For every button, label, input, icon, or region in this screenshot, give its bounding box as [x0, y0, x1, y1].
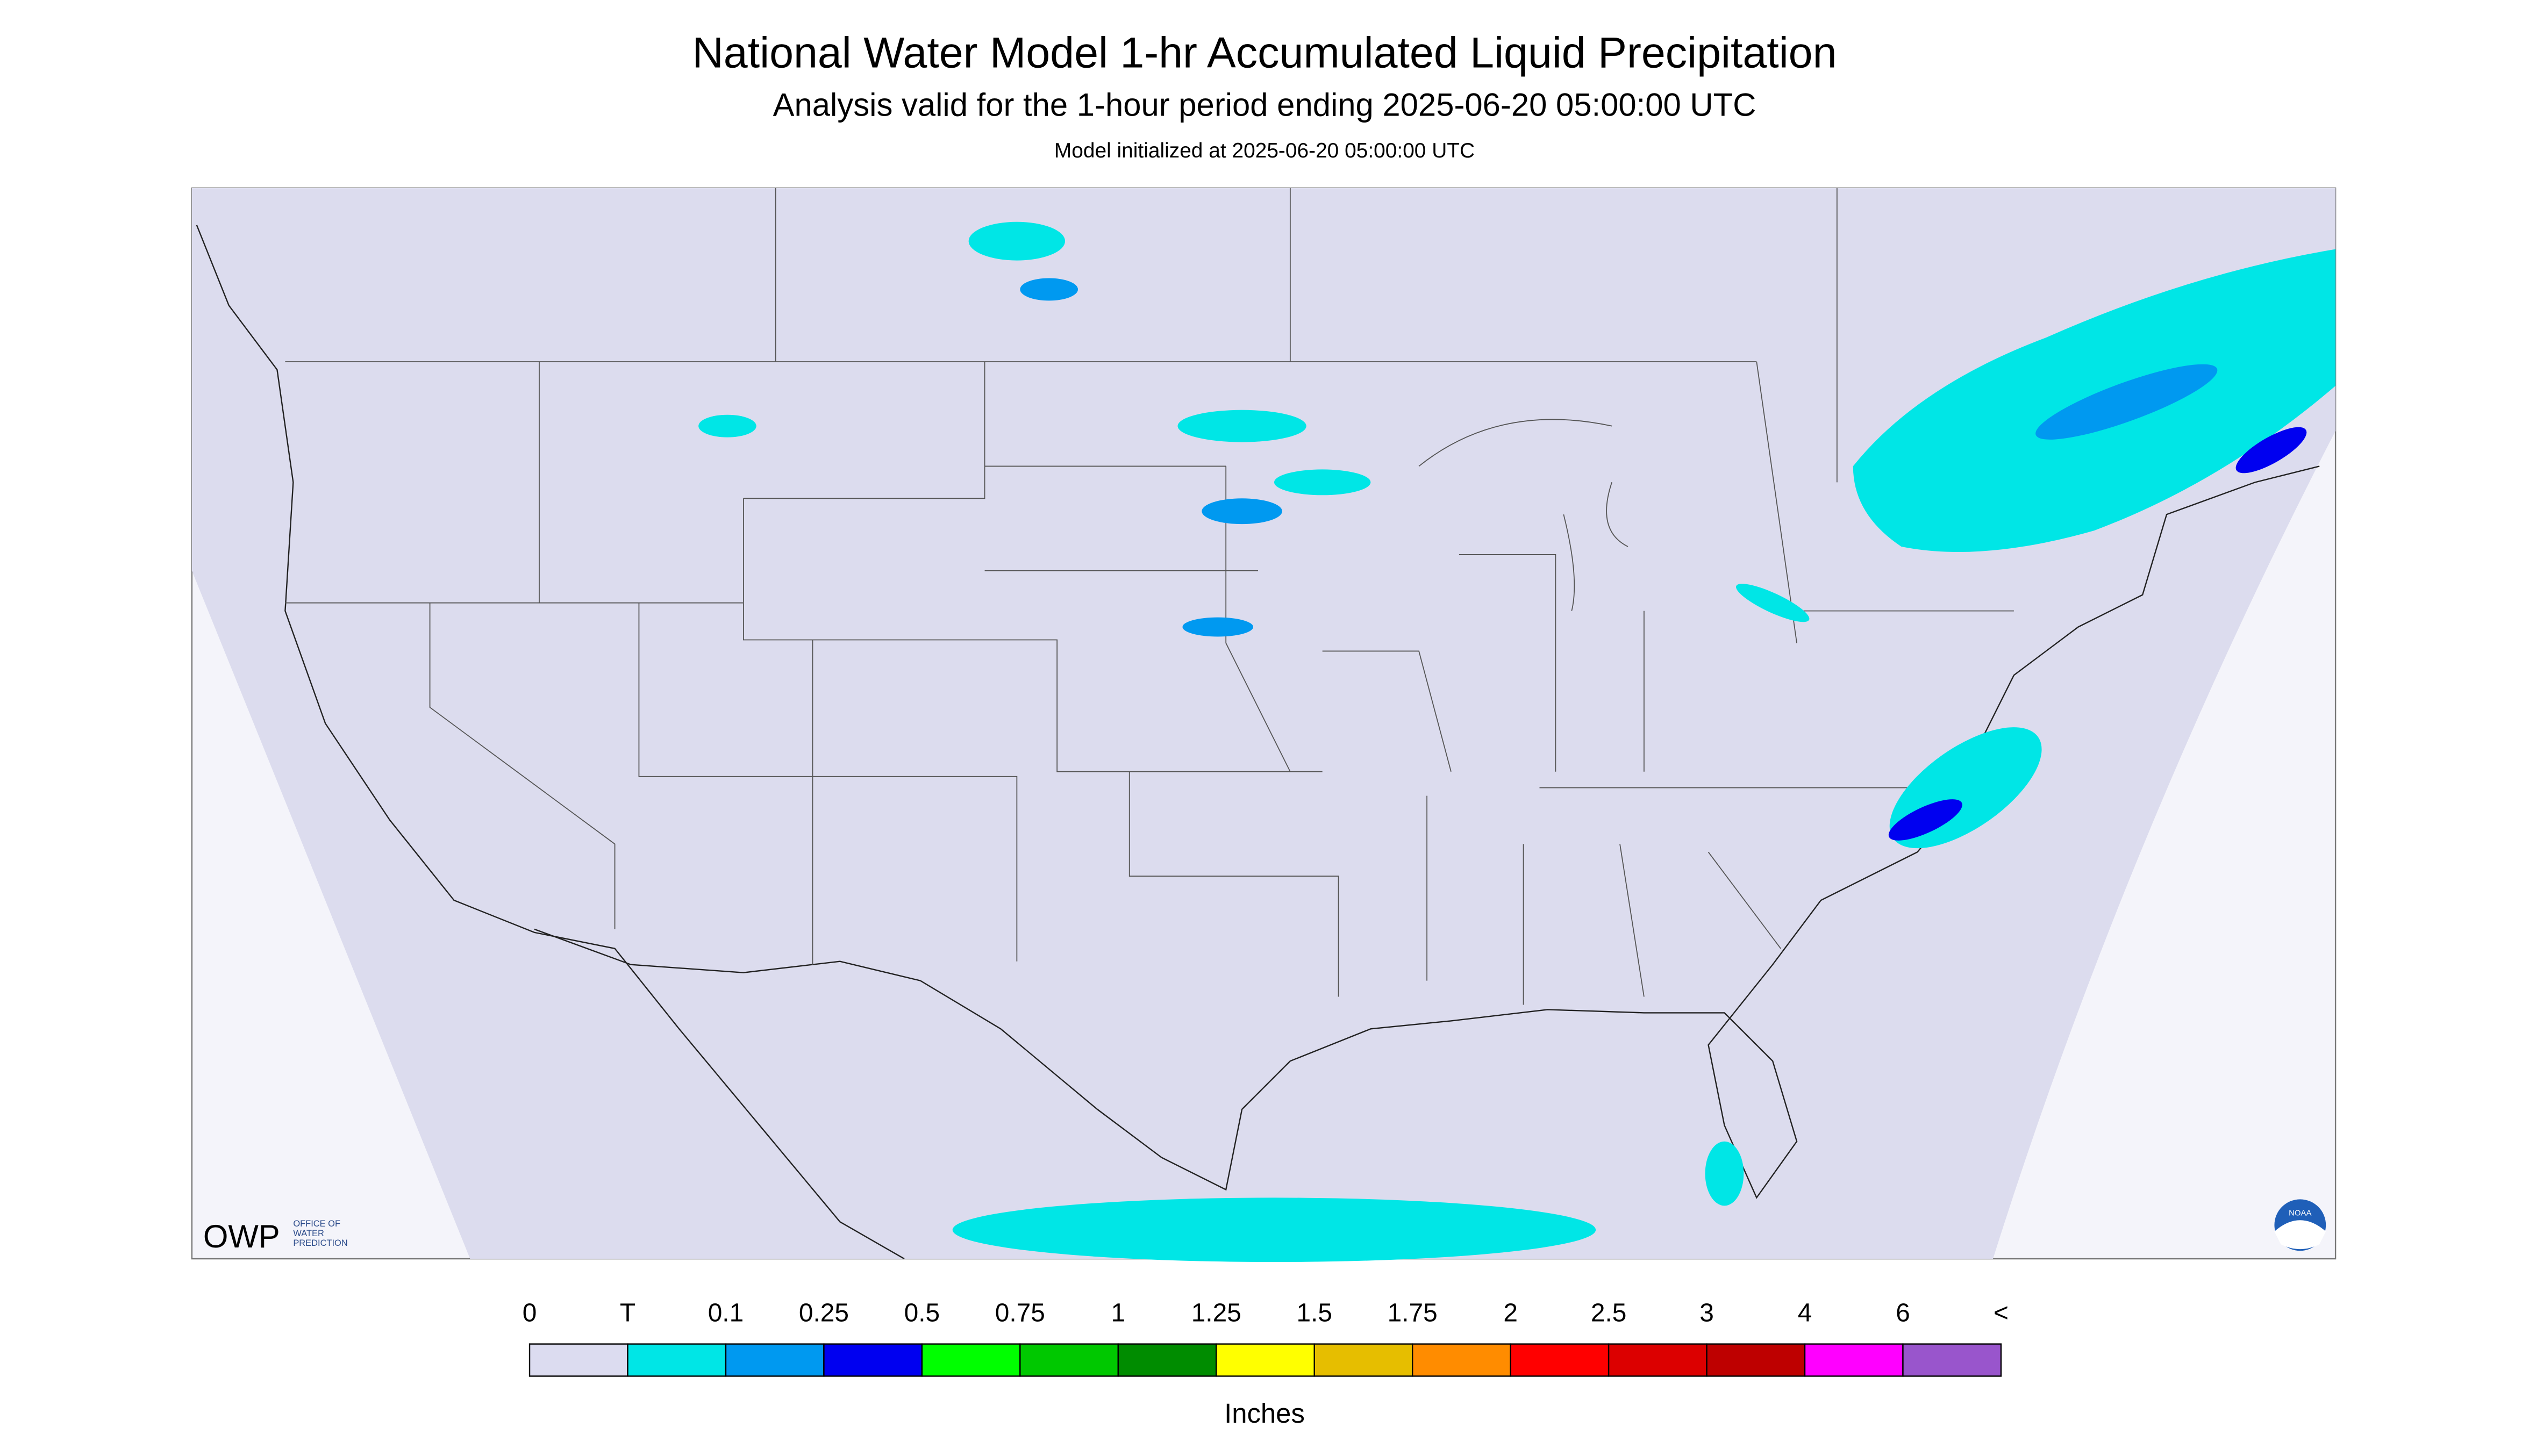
- legend-label: 0: [523, 1299, 537, 1328]
- office-line: PREDICTION: [293, 1238, 347, 1248]
- noaa-logo: NOAA: [2274, 1199, 2326, 1251]
- legend-label: 4: [1798, 1299, 1812, 1328]
- legend-unit: Inches: [1224, 1398, 1305, 1429]
- precip-sd: [1202, 498, 1282, 525]
- legend-swatch: [1216, 1343, 1315, 1377]
- precip-northeast-core: [2035, 364, 2218, 440]
- init-time: Model initialized at 2025-06-20 05:00:00…: [1054, 139, 1475, 162]
- legend-label: T: [620, 1299, 635, 1328]
- office-line: WATER: [293, 1229, 324, 1238]
- legend-swatch: [1902, 1343, 2002, 1377]
- boundaries: [196, 188, 2320, 1260]
- legend-label: 3: [1699, 1299, 1714, 1328]
- legend-swatch: [1510, 1343, 1610, 1377]
- precip-gulf-south: [952, 1197, 1596, 1263]
- noaa-text: NOAA: [2289, 1208, 2311, 1217]
- legend-label: 1: [1111, 1299, 1126, 1328]
- state-lines: [285, 188, 2014, 1005]
- precip-minnesota: [1274, 469, 1371, 496]
- precipitation: [698, 221, 2336, 1263]
- legend-swatch: [528, 1343, 628, 1377]
- precip-northeast-heavy: [2235, 427, 2307, 474]
- legend-label: 2: [1503, 1299, 1518, 1328]
- noaa-wave: [2274, 1220, 2326, 1250]
- precip-florida: [1705, 1141, 1744, 1206]
- legend-swatch: [1706, 1343, 1806, 1377]
- precip-midatlantic-core: [1888, 799, 1962, 841]
- legend-swatch: [1804, 1343, 1904, 1377]
- legend-swatch: [627, 1343, 727, 1377]
- legend-swatch: [921, 1343, 1021, 1377]
- legend-swatch: [1411, 1343, 1511, 1377]
- precip-dakotas: [1177, 410, 1306, 442]
- legend-label: 2.5: [1591, 1299, 1627, 1328]
- east-gulf-coast: [534, 465, 2320, 1199]
- title: National Water Model 1-hr Accumulated Li…: [692, 29, 1837, 77]
- owp-logo: OWP: [203, 1218, 280, 1254]
- legend-label: 6: [1896, 1299, 1910, 1328]
- great-lakes: [1418, 419, 1628, 611]
- color-legend: 0 T 0.1 0.25 0.5 0.75 1 1.25 1.5 1.75 2 2.5 3 4 6 <: [523, 1299, 2009, 1377]
- legend-label: 1.25: [1191, 1299, 1241, 1328]
- legend-swatch: [1608, 1343, 1708, 1377]
- legend-label: 0.25: [799, 1299, 849, 1328]
- precip-nebraska: [1182, 617, 1254, 637]
- precip-montana: [698, 414, 756, 437]
- legend-swatch: [1117, 1343, 1217, 1377]
- west-coast: [196, 225, 905, 1260]
- legend-label: 0.5: [904, 1299, 940, 1328]
- subtitle: Analysis valid for the 1-hour period end…: [773, 87, 1756, 123]
- legend-swatch: [1019, 1343, 1119, 1377]
- projection-domain: [191, 188, 2336, 1259]
- office-line: OFFICE OF: [293, 1219, 340, 1229]
- legend-label: <: [1994, 1299, 2009, 1328]
- legend-swatch: [725, 1343, 825, 1377]
- legend-label: 1.5: [1296, 1299, 1332, 1328]
- legend-label: 1.75: [1388, 1299, 1438, 1328]
- legend-swatch: [823, 1343, 923, 1377]
- legend-label: 0.1: [708, 1299, 744, 1328]
- legend-label: 0.75: [995, 1299, 1045, 1328]
- precip-canada-core: [1020, 278, 1078, 301]
- precip-ohio: [1736, 584, 1810, 622]
- precip-canada: [968, 221, 1066, 261]
- legend-swatch: [1313, 1343, 1413, 1377]
